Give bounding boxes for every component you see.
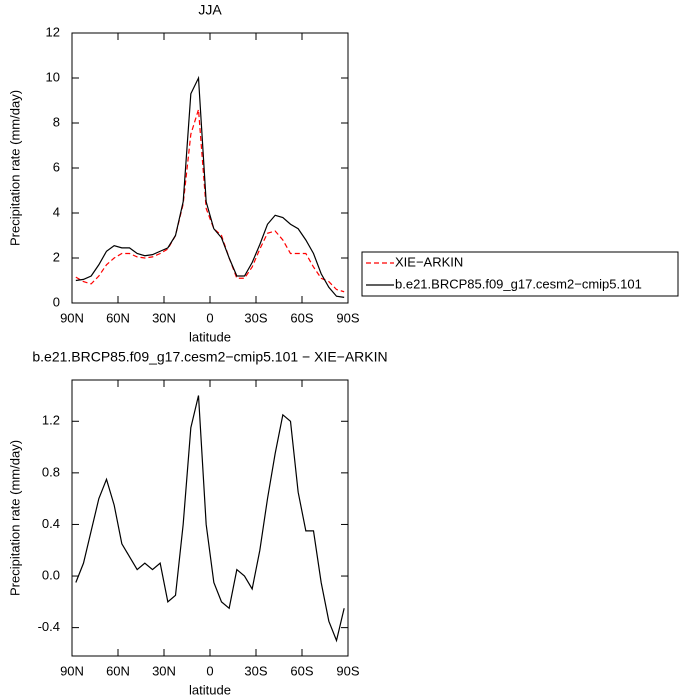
x-axis-label: latitude xyxy=(189,329,231,344)
plot-frame xyxy=(71,32,349,304)
x-tick-label: 60N xyxy=(106,310,130,325)
y-tick-label: 1.2 xyxy=(42,413,60,428)
y-tick-label: 0.8 xyxy=(42,464,60,479)
x-tick-label: 90S xyxy=(336,310,359,325)
y-tick-label: 0.4 xyxy=(42,516,60,531)
y-tick-label: -0.4 xyxy=(38,619,60,634)
x-tick-label: 30S xyxy=(244,663,267,678)
y-tick-label: 12 xyxy=(46,24,60,39)
x-tick-label: 30N xyxy=(152,310,176,325)
plot-frame xyxy=(71,379,349,657)
y-tick-label: 8 xyxy=(53,114,60,129)
x-tick-label: 0 xyxy=(206,310,213,325)
data-line xyxy=(75,75,345,298)
data-line xyxy=(75,395,345,643)
chart-title: b.e21.BRCP85.f09_g17.cesm2−cmip5.101 − X… xyxy=(32,349,387,365)
y-axis-label: Precipitation rate (mm/day) xyxy=(7,440,22,596)
legend-label: XIE−ARKIN xyxy=(395,254,463,269)
x-tick-label: 0 xyxy=(206,663,213,678)
y-tick-label: 10 xyxy=(46,69,60,84)
x-tick-label: 30N xyxy=(152,663,176,678)
y-tick-label: 2 xyxy=(53,249,60,264)
x-tick-label: 60S xyxy=(290,310,313,325)
data-line xyxy=(75,109,345,293)
y-tick-label: 6 xyxy=(53,159,60,174)
legend-label: b.e21.BRCP85.f09_g17.cesm2−cmip5.101 xyxy=(395,276,642,291)
y-axis-label: Precipitation rate (mm/day) xyxy=(7,90,22,246)
x-axis-label: latitude xyxy=(189,682,231,697)
x-tick-label: 30S xyxy=(244,310,267,325)
chart-title: JJA xyxy=(198,2,222,18)
x-tick-label: 90S xyxy=(336,663,359,678)
x-tick-label: 90N xyxy=(60,310,84,325)
y-tick-label: 0 xyxy=(53,294,60,309)
x-tick-label: 90N xyxy=(60,663,84,678)
x-tick-label: 60S xyxy=(290,663,313,678)
x-tick-label: 60N xyxy=(106,663,130,678)
legend-box xyxy=(361,251,679,297)
y-tick-label: 4 xyxy=(53,204,60,219)
y-tick-label: 0.0 xyxy=(42,567,60,582)
